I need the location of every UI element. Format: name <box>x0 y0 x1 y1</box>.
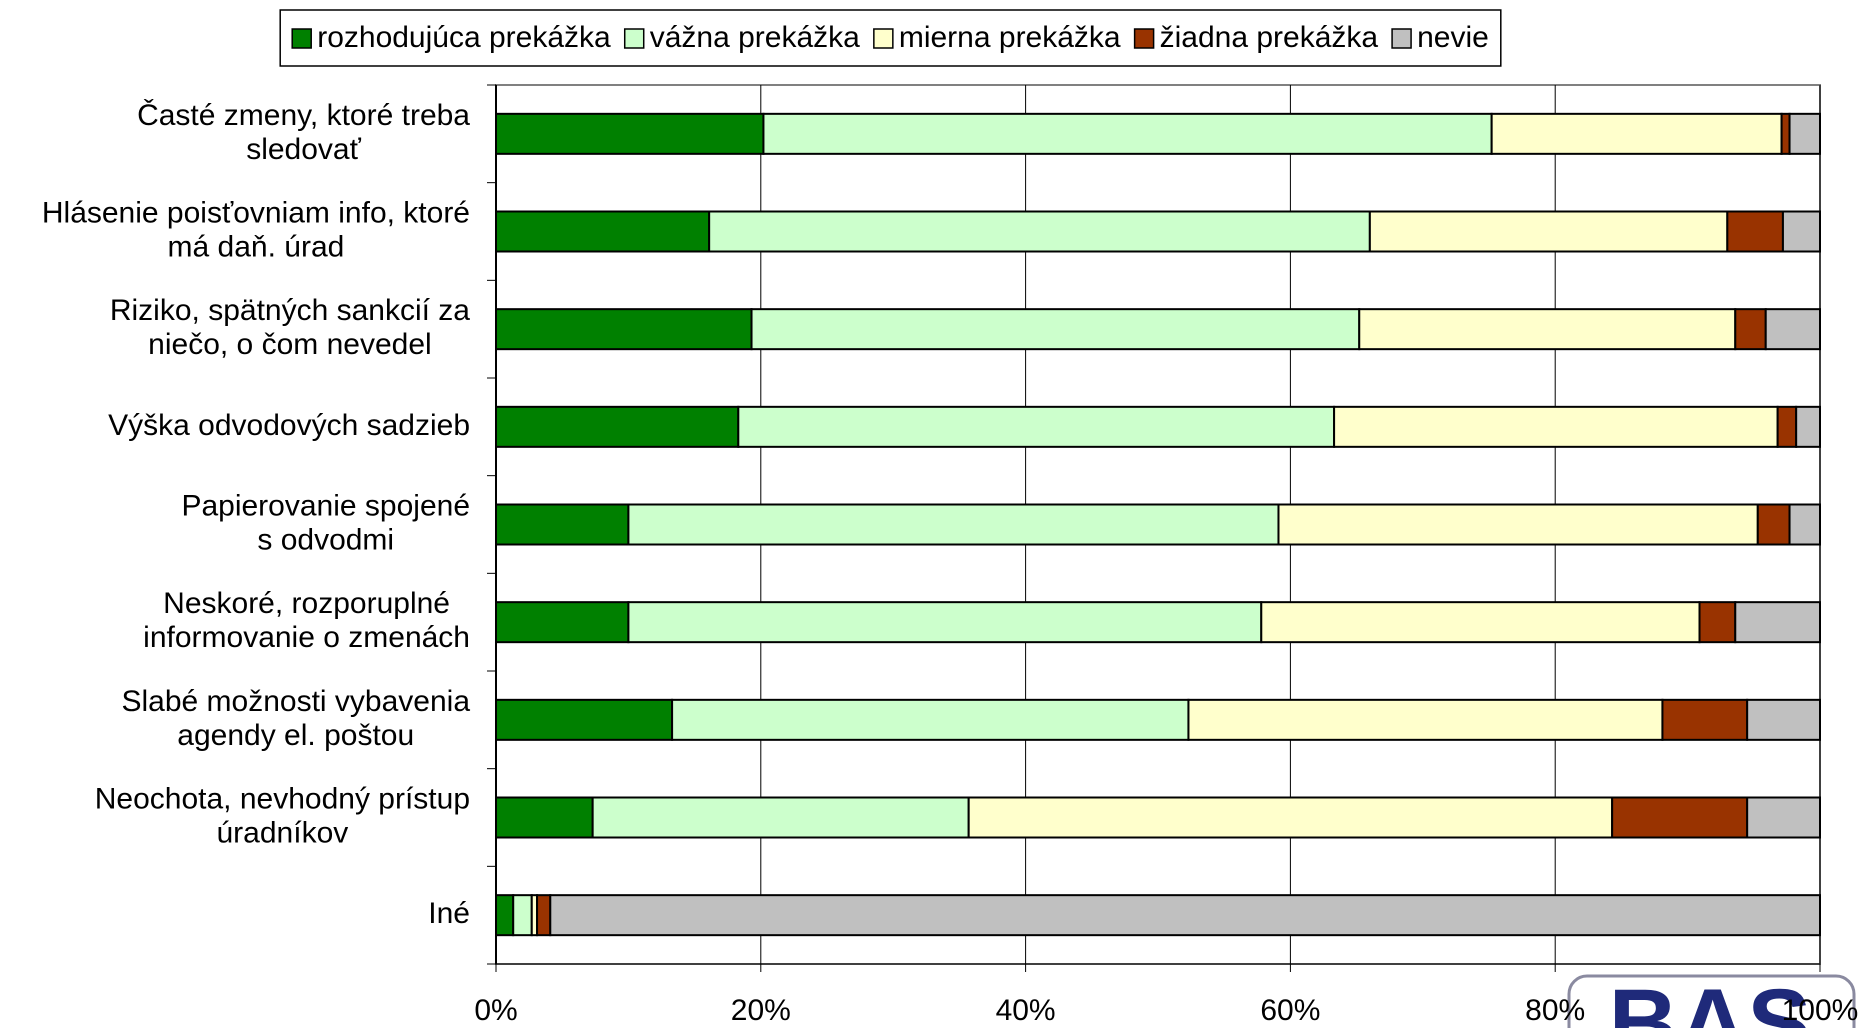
category-label: Iné <box>428 897 470 930</box>
category-label-line: agendy el. poštou <box>177 719 414 752</box>
legend-label: nevie <box>1417 21 1489 54</box>
category-label-line: má daň. úrad <box>168 230 345 263</box>
bar-segment <box>1746 796 1822 839</box>
bar-segment <box>495 894 515 937</box>
logo-text: BAS <box>1609 969 1812 1028</box>
category-label-line: s odvodmi <box>257 523 394 556</box>
bar-segment <box>1776 405 1798 448</box>
legend-label: rozhodujúca prekážka <box>317 21 611 54</box>
bar-segment <box>1490 112 1783 155</box>
category-label-line: niečo, o čom nevedel <box>148 328 432 361</box>
category-label: Výška odvodových sadzieb <box>108 409 470 442</box>
category-label-line: Iné <box>428 897 470 930</box>
bar-segment <box>1795 405 1821 448</box>
legend-swatch <box>291 28 312 49</box>
x-tick-label: 40% <box>996 994 1056 1027</box>
bar-segment <box>1368 210 1729 253</box>
bar-segment <box>627 503 1280 546</box>
bar-segment <box>737 405 1336 448</box>
bar-segment <box>495 503 630 546</box>
bar-segment <box>495 405 740 448</box>
category-label-line: Výška odvodových sadzieb <box>108 409 470 442</box>
bar-segment <box>495 210 711 253</box>
bar-segment <box>1781 210 1821 253</box>
bar-segment <box>1764 308 1821 351</box>
legend-swatch <box>1133 28 1155 49</box>
category-label-line: Slabé možnosti vybavenia <box>121 685 470 718</box>
legend: rozhodujúca prekážka vážna prekážka mierna… <box>279 9 1502 67</box>
logo-frame <box>1567 974 1856 1028</box>
x-tick-label: 60% <box>1260 994 1320 1027</box>
category-label-line: Hlásenie poisťovniam info, ktoré <box>42 196 470 229</box>
bar-segment <box>1746 698 1822 741</box>
category-label-line: úradníkov <box>217 816 349 849</box>
category-label-line: sledovať <box>246 133 361 166</box>
category-label-line: Papierovanie spojené <box>181 489 470 522</box>
logo: BAS <box>1567 969 1856 1028</box>
bar-segment <box>1277 503 1759 546</box>
bar-segment <box>495 601 630 644</box>
category-label-line: Riziko, spätných sankcií za <box>110 294 470 327</box>
bar-segment <box>591 796 970 839</box>
bar-segment <box>671 698 1190 741</box>
x-tick-label: 20% <box>731 994 791 1027</box>
bar-segment <box>536 894 552 937</box>
bar-segment <box>495 698 674 741</box>
bar-segment <box>1260 601 1701 644</box>
legend-label: mierna prekážka <box>899 21 1121 54</box>
bar-segment <box>1756 503 1791 546</box>
bar-segment <box>1611 796 1749 839</box>
bar-segment <box>750 308 1361 351</box>
category-label-line: Časté zmeny, ktoré treba <box>137 98 470 132</box>
bar-segment <box>512 894 533 937</box>
bar-segment <box>1726 210 1784 253</box>
bar-segment <box>1788 112 1821 155</box>
bar-segment <box>708 210 1371 253</box>
bar-segment <box>495 308 753 351</box>
legend-label: žiadna prekážka <box>1160 21 1379 54</box>
bar-segment <box>1788 503 1821 546</box>
bar-segment <box>1734 308 1767 351</box>
bar-segment <box>549 894 1821 937</box>
bar-segment <box>495 112 765 155</box>
bar-segment <box>495 796 594 839</box>
bar-segment <box>1358 308 1737 351</box>
legend-swatch <box>623 28 645 49</box>
x-tick-label: 0% <box>474 994 517 1027</box>
bar-segment <box>1780 112 1791 155</box>
category-label-line: informovanie o zmenách <box>143 621 470 654</box>
x-tick-label: 80% <box>1525 994 1585 1027</box>
bar-segment <box>1734 601 1822 644</box>
legend-swatch <box>1391 28 1412 49</box>
bar-segment <box>1333 405 1779 448</box>
bar-segment <box>762 112 1493 155</box>
legend-label: vážna prekážka <box>650 21 860 54</box>
category-label-line: Neskoré, rozporuplné <box>163 587 450 620</box>
category-label-line: Neochota, nevhodný prístup <box>95 782 470 815</box>
bar-segment <box>1661 698 1749 741</box>
bar-segment <box>1698 601 1737 644</box>
bar-segment <box>967 796 1614 839</box>
x-tick-label: 100% <box>1782 994 1859 1027</box>
legend-swatch <box>873 28 894 49</box>
bar-segment <box>1187 698 1664 741</box>
bar-segment <box>627 601 1263 644</box>
